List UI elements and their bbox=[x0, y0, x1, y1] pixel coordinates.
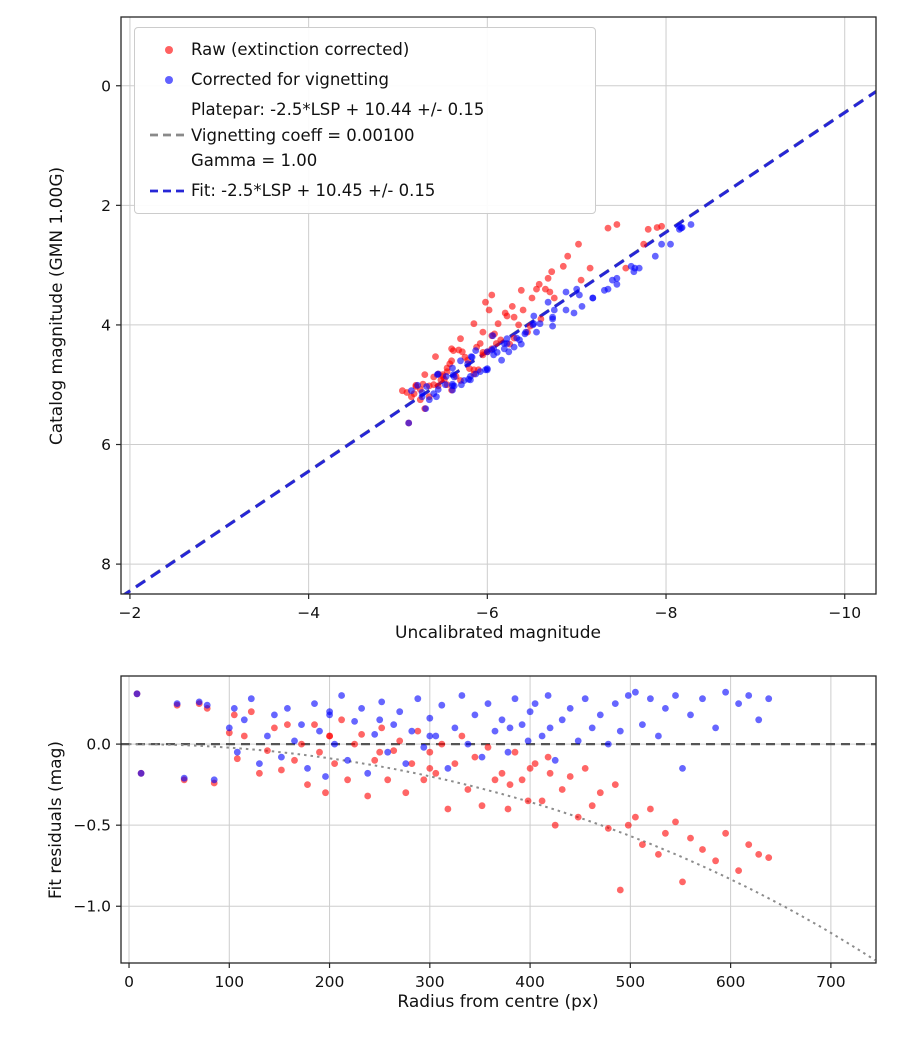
x-tick-label: 500 bbox=[616, 973, 646, 991]
x-tick-label: −8 bbox=[655, 604, 678, 622]
legend-entry-raw: Raw (extinction corrected) bbox=[147, 37, 583, 63]
legend-entry-platepar: Platepar: -2.5*LSP + 10.44 +/- 0.15 Vign… bbox=[147, 97, 583, 174]
legend-raw-label: Raw (extinction corrected) bbox=[191, 40, 410, 60]
x-tick-label: −6 bbox=[476, 604, 499, 622]
y-tick-label: 8 bbox=[101, 556, 111, 574]
platepar-dash-icon bbox=[147, 132, 191, 138]
axes-spine bbox=[120, 675, 877, 964]
platepar-text-block: Platepar: -2.5*LSP + 10.44 +/- 0.15 Vign… bbox=[191, 97, 484, 174]
x-tick-label: −4 bbox=[297, 604, 320, 622]
x-tick-label: −10 bbox=[828, 604, 861, 622]
bottom-y-axis-label: Fit residuals (mag) bbox=[46, 741, 66, 899]
grid-lines bbox=[121, 676, 876, 963]
bottom-x-axis-label: Radius from centre (px) bbox=[397, 992, 599, 1012]
legend-fit-label: Fit: -2.5*LSP + 10.45 +/- 0.15 bbox=[191, 180, 436, 200]
y-tick-label: 4 bbox=[101, 316, 111, 334]
x-tick-label: 300 bbox=[415, 973, 445, 991]
x-tick-label: 200 bbox=[315, 973, 345, 991]
platepar-line-2: Vignetting coeff = 0.00100 bbox=[191, 125, 415, 145]
y-tick-label: 2 bbox=[101, 197, 111, 215]
fit-dash-icon bbox=[147, 188, 191, 194]
x-tick-label: 600 bbox=[716, 973, 746, 991]
y-tick-label: 0.0 bbox=[86, 736, 111, 754]
y-tick-label: −0.5 bbox=[73, 817, 111, 835]
x-tick-label: 400 bbox=[515, 973, 545, 991]
y-tick-label: 0 bbox=[101, 77, 111, 95]
platepar-line-1: Platepar: -2.5*LSP + 10.44 +/- 0.15 bbox=[191, 100, 485, 119]
legend-entry-fit: Fit: -2.5*LSP + 10.45 +/- 0.15 bbox=[147, 178, 583, 204]
platepar-line-3: Gamma = 1.00 bbox=[191, 151, 318, 171]
vignetting-corrected-points bbox=[405, 221, 695, 427]
legend-corrected-label: Corrected for vignetting bbox=[191, 70, 389, 90]
axes-spine bbox=[120, 16, 877, 595]
corrected-dot-icon bbox=[147, 76, 191, 84]
vignetting-model-line bbox=[129, 743, 876, 962]
corrected-residuals bbox=[133, 688, 773, 784]
top-y-axis-label: Catalog magnitude (GMN 1.00G) bbox=[47, 166, 67, 446]
raw-residuals bbox=[133, 690, 773, 894]
raw-dot-icon bbox=[147, 46, 191, 54]
top-x-axis-label: Uncalibrated magnitude bbox=[395, 623, 601, 643]
x-tick-label: 700 bbox=[816, 973, 846, 991]
x-tick-label: 0 bbox=[124, 973, 134, 991]
x-tick-label: 100 bbox=[214, 973, 244, 991]
legend-entry-corrected: Corrected for vignetting bbox=[147, 67, 583, 93]
y-tick-label: −1.0 bbox=[73, 898, 111, 916]
legend: Raw (extinction corrected) Corrected for… bbox=[134, 27, 596, 214]
tick-labels: 0 100 200 300 400 500 600 700 0.0 −0.5 −1.0 bbox=[73, 736, 845, 991]
tick-labels: −2 −4 −6 −8 −10 0 2 4 6 8 bbox=[101, 77, 861, 622]
x-tick-label: −2 bbox=[119, 604, 142, 622]
y-tick-label: 6 bbox=[101, 436, 111, 454]
fit-residuals-chart: 0 100 200 300 400 500 600 700 0.0 −0.5 −1.0 bbox=[73, 675, 877, 991]
